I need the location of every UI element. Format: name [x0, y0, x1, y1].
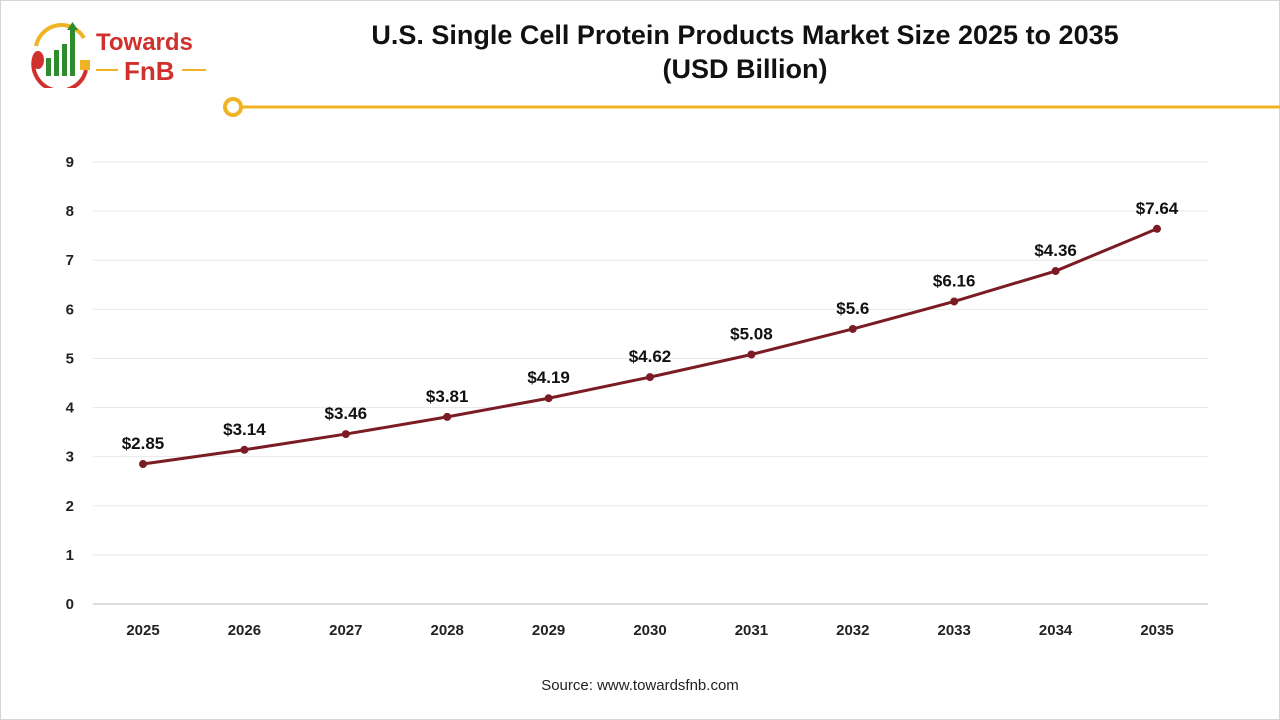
x-tick-label: 2025: [126, 622, 159, 639]
data-point: [240, 445, 249, 454]
x-tick-label: 2032: [836, 622, 869, 639]
data-label: $5.08: [730, 325, 773, 344]
chart-title: U.S. Single Cell Protein Products Market…: [300, 18, 1190, 86]
y-tick-label: 4: [66, 400, 75, 417]
data-point: [1153, 224, 1161, 233]
line-chart: 0 1 2 3 4 5 6 7 8 9 2025 2026 2027 2028 2029 2030 2031 2…: [66, 154, 1208, 639]
title-line-2: (USD Billion): [662, 54, 828, 84]
data-point: [139, 460, 147, 469]
y-tick-label: 1: [66, 547, 74, 564]
data-label: $5.6: [836, 299, 869, 318]
x-tick-label: 2026: [228, 622, 261, 639]
y-tick-label: 0: [66, 596, 74, 613]
data-point: [848, 324, 857, 333]
accent-divider: [223, 97, 1280, 117]
x-tick-label: 2029: [532, 622, 565, 639]
y-tick-label: 2: [66, 498, 74, 515]
data-point: [341, 430, 350, 439]
x-tick-label: 2034: [1039, 622, 1073, 639]
data-label: $3.46: [325, 404, 368, 423]
data-point: [544, 394, 553, 403]
data-label: $3.14: [223, 420, 266, 439]
data-label: $3.81: [426, 387, 469, 406]
data-label: $4.62: [629, 347, 672, 366]
logo-text-fnb: FnB: [124, 56, 175, 86]
x-tick-label: 2030: [633, 622, 666, 639]
data-label: $7.64: [1136, 199, 1179, 218]
data-label: $2.85: [122, 434, 165, 453]
data-point: [950, 297, 959, 306]
title-line-1: U.S. Single Cell Protein Products Market…: [371, 20, 1119, 50]
x-tick-label: 2035: [1140, 622, 1173, 639]
y-tick-label: 9: [66, 154, 74, 171]
y-tick-label: 3: [66, 449, 74, 466]
data-point: [646, 373, 654, 382]
y-tick-label: 7: [66, 252, 74, 269]
data-label: $4.36: [1034, 241, 1077, 260]
x-tick-label: 2027: [329, 622, 362, 639]
y-tick-label: 8: [66, 203, 74, 220]
logo-text-towards: Towards: [96, 29, 193, 56]
source-note: Source: www.towardsfnb.com: [541, 677, 739, 694]
data-point: [747, 350, 756, 359]
y-tick-label: 5: [66, 350, 74, 367]
x-tick-label: 2033: [938, 622, 971, 639]
data-point: [1051, 267, 1060, 276]
x-tick-label: 2031: [735, 622, 768, 639]
towards-fnb-logo: Towards FnB: [31, 22, 206, 88]
y-tick-label: 6: [66, 301, 74, 318]
data-label: $4.19: [527, 368, 570, 387]
data-point: [443, 412, 452, 421]
x-tick-label: 2028: [431, 622, 464, 639]
data-label: $6.16: [933, 271, 976, 290]
